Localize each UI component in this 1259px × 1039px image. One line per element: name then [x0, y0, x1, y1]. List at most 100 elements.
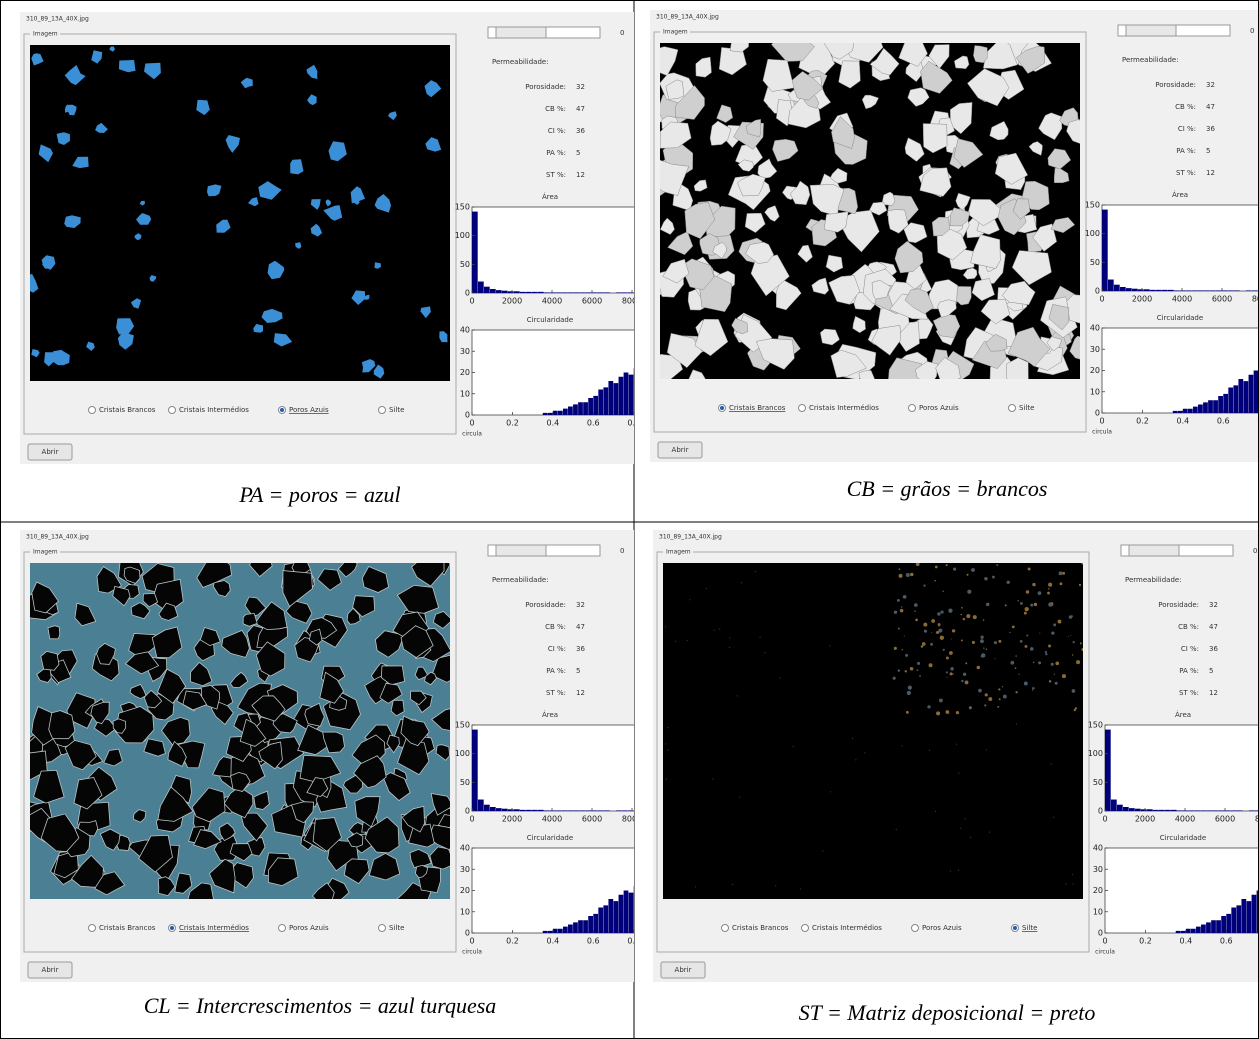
speck: [929, 750, 930, 751]
hist-bar: [1141, 809, 1147, 811]
hist-bar: [1203, 402, 1208, 413]
file-name: 310_89_13A_40X.jpg: [26, 16, 89, 23]
speck: [948, 609, 952, 613]
hist-bar: [550, 810, 556, 811]
stat-value: 32: [1206, 81, 1215, 89]
speck: [779, 677, 780, 678]
radio-label: Cristais Intermédios: [812, 924, 882, 932]
hist-bar: [556, 810, 562, 811]
speck: [907, 691, 911, 695]
speck: [950, 870, 951, 871]
hist-bar: [1196, 927, 1201, 933]
speck: [950, 667, 953, 670]
hist-bar: [1150, 290, 1156, 291]
radio-dot: [170, 926, 174, 930]
grain: [243, 613, 257, 626]
radio-button[interactable]: [279, 925, 286, 932]
speck: [949, 651, 953, 655]
speck: [915, 619, 918, 622]
x-tick-label: 6000: [1215, 815, 1235, 824]
speck: [960, 828, 961, 829]
speck: [969, 707, 971, 709]
y-tick-label: 40: [460, 844, 470, 853]
radio-button[interactable]: [1009, 405, 1016, 412]
radio-button[interactable]: [722, 925, 729, 932]
speck: [1020, 640, 1023, 643]
x-tick-label: 0.6: [587, 937, 600, 946]
stat-label: CB %:: [545, 105, 566, 113]
hist-bar: [644, 874, 649, 934]
radio-button[interactable]: [802, 925, 809, 932]
radio-button[interactable]: [909, 405, 916, 412]
hist-bar: [1186, 929, 1191, 933]
hist-bar: [603, 387, 608, 415]
hist-bar: [1123, 807, 1129, 811]
hist-bar: [553, 929, 558, 933]
hist-bar: [646, 810, 652, 811]
radio-label: Cristais Brancos: [99, 924, 156, 932]
x-tick-label: 0: [469, 297, 474, 306]
hist-bar: [502, 809, 508, 811]
speck: [980, 639, 984, 643]
hist-bar: [639, 880, 644, 933]
hist-bar: [614, 383, 619, 415]
hist-bar: [1213, 810, 1219, 811]
hist-bar: [1138, 289, 1144, 291]
hist-bar: [593, 396, 598, 415]
speck: [739, 797, 740, 798]
speck: [898, 628, 900, 630]
speck: [741, 582, 742, 583]
radio-button[interactable]: [169, 407, 176, 414]
gui-screenshot: 310_89_13A_40X.jpgImagemCristais Brancos…: [16, 530, 660, 982]
hist-bar: [1216, 290, 1222, 291]
radio-label: Cristais Intermédios: [179, 924, 249, 932]
speck: [689, 599, 690, 600]
speck: [905, 670, 907, 672]
y-tick-label: 40: [1093, 844, 1103, 853]
hist-bar: [603, 905, 608, 933]
hist-bar: [649, 869, 654, 933]
speck: [914, 610, 916, 612]
speck: [899, 568, 901, 570]
speck: [1032, 687, 1035, 690]
speck: [852, 738, 853, 739]
hist-bar: [553, 411, 558, 415]
stat-value: 12: [1209, 689, 1218, 697]
stat-label: ST %:: [546, 689, 566, 697]
hist-bar: [1252, 290, 1258, 291]
hist-bar: [1173, 411, 1178, 413]
radio-button[interactable]: [799, 405, 806, 412]
radio-button[interactable]: [89, 407, 96, 414]
hist-bar: [514, 809, 520, 811]
hist-bar: [640, 810, 646, 811]
speck: [1051, 663, 1054, 666]
hist-bar: [1236, 905, 1241, 933]
speck: [936, 711, 940, 715]
hist-bar: [1226, 914, 1231, 933]
y-tick-label: 10: [1093, 907, 1103, 916]
radio-button[interactable]: [379, 925, 386, 932]
y-tick-label: 30: [1090, 345, 1100, 354]
speck: [1003, 695, 1007, 699]
y-tick-label: 30: [460, 865, 470, 874]
hist-bar: [1241, 899, 1246, 933]
radio-label: Cristais Brancos: [732, 924, 789, 932]
x-axis-label: circula: [1095, 949, 1115, 956]
button-label: Abrir: [672, 446, 689, 454]
hist-bar: [1183, 409, 1188, 413]
plot-title: Circularidade: [527, 834, 573, 842]
caption: CL = Intercrescimentos = azul turquesa: [144, 993, 497, 1018]
speck: [901, 745, 902, 746]
hist-bar: [1120, 287, 1126, 291]
radio-button[interactable]: [89, 925, 96, 932]
x-tick-label: 0: [469, 937, 474, 946]
plot-title: Circularidade: [1157, 314, 1203, 322]
radio-button[interactable]: [379, 407, 386, 414]
x-tick-label: 0.2: [1139, 937, 1152, 946]
hist-bar: [1228, 388, 1233, 414]
speck: [1002, 686, 1003, 687]
radio-button[interactable]: [912, 925, 919, 932]
hist-bar: [532, 810, 538, 811]
x-tick-label: 0.8: [627, 419, 640, 428]
hist-bar: [472, 212, 478, 293]
